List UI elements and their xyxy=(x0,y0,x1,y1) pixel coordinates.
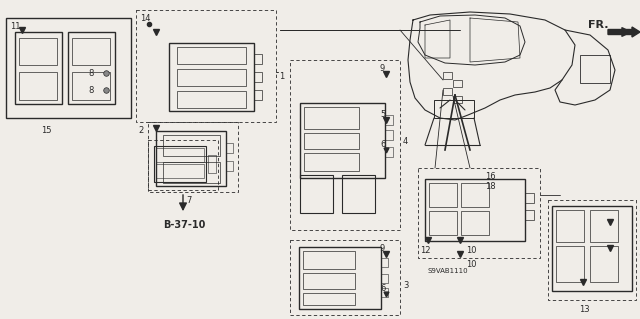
Text: 1: 1 xyxy=(279,71,284,81)
Bar xyxy=(148,122,238,192)
Bar xyxy=(385,115,392,125)
Bar xyxy=(381,274,388,283)
Bar xyxy=(254,72,262,82)
Bar xyxy=(548,200,636,300)
Bar xyxy=(156,164,204,178)
Bar xyxy=(443,88,452,95)
Bar xyxy=(6,18,131,118)
Text: 3: 3 xyxy=(403,281,408,290)
Bar xyxy=(303,107,358,129)
Bar xyxy=(381,288,388,297)
Text: 11: 11 xyxy=(10,22,20,31)
Bar xyxy=(443,72,452,79)
Text: 14: 14 xyxy=(140,14,150,23)
Bar xyxy=(68,32,115,104)
Text: B-37-10: B-37-10 xyxy=(163,220,205,230)
Bar xyxy=(300,102,385,177)
Bar xyxy=(177,47,246,64)
Bar xyxy=(303,293,355,305)
Text: 18: 18 xyxy=(485,182,496,191)
Bar xyxy=(299,247,381,309)
Bar xyxy=(461,211,489,235)
Bar xyxy=(461,183,489,207)
Bar xyxy=(429,211,457,235)
Bar xyxy=(254,90,262,100)
Bar xyxy=(418,168,540,258)
Bar xyxy=(434,100,474,118)
Bar xyxy=(254,54,262,64)
Bar xyxy=(303,132,358,149)
Bar xyxy=(19,38,58,65)
Bar xyxy=(556,246,584,281)
Text: 13: 13 xyxy=(579,305,589,314)
Bar xyxy=(342,175,375,213)
Bar xyxy=(381,258,388,267)
Text: 9: 9 xyxy=(380,64,385,73)
Bar xyxy=(156,131,226,186)
Bar xyxy=(154,146,206,182)
Bar xyxy=(72,38,111,65)
Bar xyxy=(552,205,632,291)
Bar xyxy=(169,43,254,111)
Text: 6: 6 xyxy=(380,140,385,149)
Text: 5: 5 xyxy=(380,110,385,119)
Text: S9VAB1110: S9VAB1110 xyxy=(428,268,468,274)
Bar xyxy=(580,55,610,83)
Text: FR.: FR. xyxy=(588,20,609,30)
Bar xyxy=(525,193,534,203)
Text: 7: 7 xyxy=(186,196,191,205)
Bar xyxy=(177,91,246,108)
Bar xyxy=(590,246,618,281)
Bar xyxy=(208,155,216,173)
Text: 16: 16 xyxy=(485,172,496,181)
Text: 10: 10 xyxy=(638,210,640,219)
Bar xyxy=(148,140,218,190)
Text: 8: 8 xyxy=(88,69,93,78)
Bar xyxy=(15,32,61,104)
Text: 9: 9 xyxy=(380,244,385,253)
Text: 4: 4 xyxy=(403,137,408,145)
Bar xyxy=(303,152,358,170)
Bar xyxy=(303,251,355,269)
Text: 12: 12 xyxy=(420,246,431,255)
Bar xyxy=(226,161,233,171)
Bar xyxy=(177,69,246,86)
Bar xyxy=(303,273,355,289)
Bar xyxy=(136,10,276,122)
Bar xyxy=(226,144,233,153)
Bar xyxy=(156,148,204,162)
Bar xyxy=(385,147,392,157)
Bar xyxy=(590,210,618,241)
Text: 15: 15 xyxy=(41,126,51,135)
Bar xyxy=(19,72,58,100)
Bar xyxy=(453,96,462,103)
Bar xyxy=(72,72,111,100)
Text: 17: 17 xyxy=(638,240,640,249)
FancyArrow shape xyxy=(608,27,640,37)
Bar xyxy=(425,179,525,241)
Text: 19: 19 xyxy=(638,254,640,263)
Bar xyxy=(163,135,220,156)
Text: 2: 2 xyxy=(139,126,144,135)
Text: 10: 10 xyxy=(466,246,477,255)
Text: 10: 10 xyxy=(466,260,477,269)
Bar xyxy=(453,80,462,87)
Bar xyxy=(290,60,400,230)
Bar xyxy=(556,210,584,241)
Bar xyxy=(290,240,400,315)
Bar xyxy=(385,130,392,140)
Text: 8: 8 xyxy=(88,86,93,95)
Bar xyxy=(163,162,220,182)
Bar xyxy=(429,183,457,207)
Bar xyxy=(525,210,534,220)
Bar xyxy=(300,175,333,213)
Text: 6: 6 xyxy=(380,284,385,293)
